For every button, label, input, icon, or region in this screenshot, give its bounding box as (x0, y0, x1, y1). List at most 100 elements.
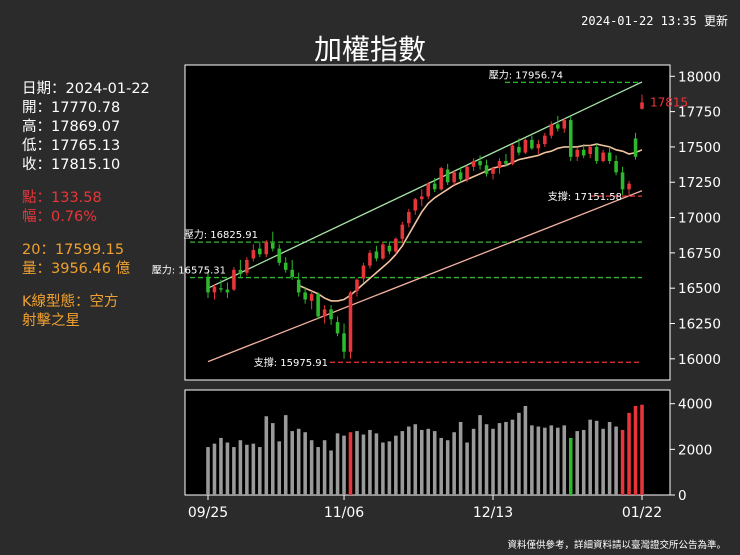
candle-body (322, 309, 327, 317)
chart-title: 加權指數 (313, 33, 426, 66)
candle-body (562, 120, 567, 129)
candle-body (251, 250, 256, 259)
price-panel (184, 64, 671, 381)
candle-body (575, 149, 580, 157)
candle-body (439, 168, 443, 190)
volume-bar (258, 447, 262, 495)
candle-body (290, 269, 294, 277)
volume-bar (368, 429, 372, 495)
volume-bar (355, 431, 359, 495)
candle-body (549, 124, 554, 136)
volume-bar (445, 440, 450, 495)
candle-body (316, 293, 320, 317)
x-tick-label: 11/06 (324, 505, 364, 521)
volume-bar (342, 435, 346, 495)
volume-bar (400, 431, 405, 495)
candle-body (413, 199, 418, 211)
x-tick-label: 01/22 (622, 505, 662, 521)
candle-body (484, 165, 489, 174)
candle-body (517, 146, 521, 153)
volume-bar (607, 421, 612, 495)
volume-bar (640, 404, 644, 495)
candle-body (594, 146, 599, 162)
volume-bar (387, 441, 392, 495)
candle-body (361, 265, 366, 279)
volume-bar (556, 427, 560, 495)
volume-bar (432, 431, 437, 495)
candle-body (303, 292, 307, 300)
candle-body (426, 183, 431, 197)
volume-bar (309, 440, 314, 495)
candle-body (355, 279, 359, 292)
candle-body (504, 161, 508, 164)
candle-body (471, 161, 476, 167)
volume-bar (251, 443, 256, 495)
volume-bar (264, 416, 269, 495)
candle-body (277, 248, 282, 263)
volume-tick-label: 0 (678, 488, 687, 504)
candle-body (309, 293, 314, 301)
level-label: 壓力: 17956.74 (489, 68, 563, 81)
candle-body (238, 269, 243, 275)
y-tick-label: 16000 (678, 352, 721, 368)
volume-bar (478, 415, 482, 495)
candle-body (523, 139, 528, 153)
volume-bar (484, 424, 489, 495)
volume-bar (413, 424, 418, 495)
candle-body (394, 238, 398, 252)
candle-body (510, 145, 515, 164)
volume-tick-label: 2000 (678, 442, 712, 458)
candle-body (478, 161, 482, 166)
volume-bar (504, 421, 508, 495)
volume-bar (581, 429, 586, 495)
candle-body (452, 172, 456, 183)
volume-bar (245, 444, 249, 495)
candle-body (419, 196, 424, 200)
x-tick-label: 12/13 (473, 505, 513, 521)
info-change-pct: 幅：0.76% (22, 209, 98, 225)
volume-bar (283, 415, 288, 495)
info-close: 收：17815.10 (22, 157, 121, 173)
candle-body (445, 169, 450, 183)
candle-body (270, 242, 275, 249)
y-tick-label: 17250 (678, 175, 721, 191)
candle-body (607, 152, 612, 162)
x-tick-label: 09/25 (188, 505, 228, 521)
volume-bar (543, 427, 547, 495)
info-pattern-label: K線型態：空方 (22, 294, 119, 310)
info-ma20: 20：17599.15 (22, 242, 125, 258)
volume-bar (458, 421, 463, 495)
level-label: 支撐: 17151.58 (548, 190, 622, 203)
candle-body (497, 161, 502, 169)
candle-body (432, 183, 437, 190)
volume-bar (575, 431, 580, 495)
volume-bar (335, 433, 340, 495)
candle-body (407, 211, 411, 224)
candle-body (530, 139, 534, 149)
info-open: 開：17770.78 (22, 100, 121, 116)
volume-bar (394, 435, 398, 495)
volume-bar (614, 426, 618, 495)
volume-bar (219, 437, 223, 495)
volume-bar (303, 432, 307, 495)
volume-bar (536, 426, 541, 495)
candle-body (212, 286, 217, 293)
info-low: 低：17765.13 (22, 138, 121, 154)
info-pattern-name: 射擊之星 (22, 313, 80, 329)
candle-body (258, 248, 262, 255)
y-tick-label: 16250 (678, 316, 721, 332)
level-label: 支撐: 15975.91 (254, 356, 328, 369)
candle-body (245, 259, 249, 273)
volume-bar (232, 447, 236, 495)
volume-tick-label: 4000 (678, 397, 712, 413)
candle-body (283, 262, 288, 270)
volume-bar (620, 429, 625, 495)
candle-body (348, 292, 353, 352)
volume-bar (471, 428, 476, 495)
volume-bar (491, 428, 495, 495)
update-time: 2024-01-22 13:35 更新 (581, 14, 728, 28)
candle-body (627, 183, 631, 190)
candle-body (206, 276, 210, 293)
level-label: 壓力: 16825.91 (184, 228, 258, 241)
